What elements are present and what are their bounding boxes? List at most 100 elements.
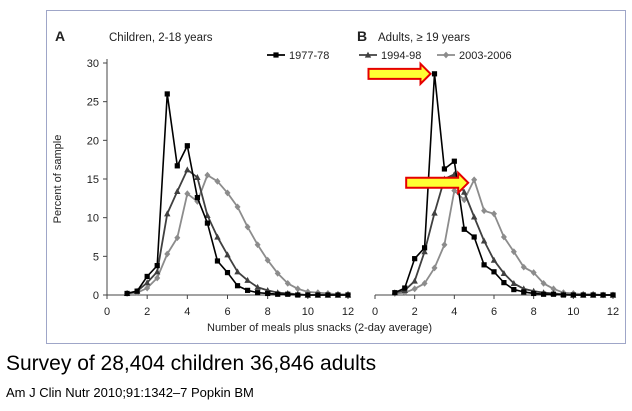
panel-b-series-1977-78-point [580, 292, 586, 298]
legend-2003-2006-label: 2003-2006 [459, 50, 512, 62]
legend-1994-98-marker [364, 51, 372, 58]
panel-a-series-2003-2006-point [184, 190, 191, 198]
panel-a-series-1977-78-point [305, 292, 311, 298]
panel-a-series-2003-2006-point [294, 285, 301, 293]
panel-b-series-1994-98-point [421, 248, 428, 255]
panel-a-series-1994-98-point [154, 268, 161, 275]
panel-a-x-tick-label: 12 [342, 306, 354, 318]
survey-caption: Survey of 28,404 children 36,846 adults [6, 352, 377, 375]
panel-a-series-1977-78-point [244, 287, 251, 293]
panel-b-x-tick-label: 4 [451, 306, 457, 318]
legend-2003-2006-marker [443, 51, 449, 59]
panel-b-series-1994-98-point [510, 280, 518, 286]
x-axis-label: Number of meals plus snacks (2-day avera… [207, 322, 432, 334]
panel-a-series-1994-98-point [224, 251, 231, 258]
panel-b-series-2003-2006-point [451, 187, 458, 194]
panel-a-series-1994-98-point [254, 283, 261, 290]
panel-a-series-1994-98-point [143, 279, 151, 286]
panel-a-series-2003-2006-point [264, 256, 271, 264]
panel-a-series-2003-2006-point [224, 189, 231, 197]
panel-b-series-1977-78-point [491, 269, 497, 275]
legend-1994-98-label: 1994-98 [381, 50, 421, 62]
panel-b-title: Adults, ≥ 19 years [378, 32, 470, 44]
panel-b-series-1977-78-point [451, 158, 457, 164]
panel-a-x-tick-label: 10 [302, 306, 314, 318]
panel-a-x-tick-label: 2 [144, 306, 150, 318]
panel-a-series-1994-98-point [164, 210, 171, 217]
panel-b-series-2003-2006-point [510, 248, 517, 256]
panel-a-series-1977-78-point [214, 258, 221, 264]
panel-b-series-1994-98-point [461, 188, 468, 195]
panel-a-series-1977-78-point [285, 291, 291, 297]
highlight-arrow-1 [367, 61, 432, 87]
panel-b-series-1994-98-point [470, 213, 478, 220]
panel-b-series-1994-98-point [411, 277, 418, 284]
panel-b-letter: B [357, 28, 367, 44]
panel-b-series-2003-2006-point [481, 207, 488, 215]
panel-b-series-1977-78-point [412, 256, 418, 262]
panel-a-series-1994-98-point [194, 174, 201, 181]
panel-a-series-1994-98-point [174, 187, 181, 194]
highlight-arrow-2 [405, 170, 470, 196]
panel-b-series-2003-2006-point [540, 280, 547, 287]
panel-b-series-2003-2006-point [421, 280, 428, 287]
panel-b-series-2003-2006-point [520, 263, 527, 271]
panel-b-series-1977-78-point [392, 290, 398, 296]
panel-a-series-1977-78-point [255, 290, 261, 296]
panel-b-series-1977-78-point [421, 245, 428, 251]
panel-b-series-1977-78-point [600, 292, 606, 298]
panel-b-series-1977-78-point [610, 292, 616, 298]
panel-a-series-1977-78-point [174, 163, 180, 169]
panel-a-series-1994-98-line [126, 168, 348, 296]
panel-b-series-1977-78-point [590, 292, 596, 298]
panel-b-series-1994-98-point [500, 269, 508, 276]
panel-b-series-1977-78-point [441, 166, 448, 172]
panel-a-series-2003-2006-point [174, 234, 181, 242]
panel-a-series-2003-2006-point [144, 284, 151, 292]
panel-b-series-2003-2006-point [471, 176, 478, 184]
panel-a-series-2003-2006-point [154, 274, 161, 282]
panel-b-series-2003-2006-point [500, 233, 507, 241]
panel-a-series-1977-78-point [154, 263, 160, 269]
panel-a-x-tick-label: 0 [104, 306, 110, 318]
panel-b-series-2003-2006-point [441, 241, 448, 249]
legend-1977-78-marker [273, 52, 279, 58]
panel-a-series-1977-78-line [126, 93, 348, 296]
panel-b-series-1977-78-point [550, 291, 557, 297]
panel-b-series-1977-78-point [560, 292, 567, 298]
panel-a-series-1994-98-point [244, 276, 251, 283]
panel-a-series-1994-98-point [214, 233, 221, 240]
panel-b-x-tick-label: 0 [372, 306, 378, 318]
panel-a-series-2003-2006-point [254, 241, 261, 249]
panel-b-series-1977-78-point [511, 286, 517, 293]
panel-b-series-2003-2006-point [461, 196, 468, 204]
panel-a-series-2003-2006-point [274, 269, 281, 277]
panel-b-series-2003-2006-point [530, 269, 537, 276]
panel-a-y-tick-label: 15 [87, 174, 99, 186]
panel-a-title: Children, 2-18 years [109, 32, 213, 44]
panel-b-series-1977-78-point [461, 226, 467, 232]
panel-a-series-1977-78-point [184, 143, 190, 149]
panel-b-series-1977-78-point [471, 234, 477, 240]
panel-b-x-tick-label: 2 [412, 306, 418, 318]
panel-a-series-1994-98-point [184, 166, 191, 173]
panel-a-series-1977-78-point [124, 290, 130, 297]
panel-b-series-1977-78-point [481, 262, 487, 268]
panel-b-series-1977-78-point [431, 71, 438, 77]
panel-b-x-tick-label: 10 [567, 306, 579, 318]
panel-b-series-2003-2006-point [550, 285, 557, 293]
panel-a-series-2003-2006-point [204, 171, 211, 179]
panel-a-series-2003-2006-point [234, 203, 241, 211]
panel-a-series-1977-78-point [134, 288, 140, 294]
panel-b-x-tick-label: 8 [531, 306, 537, 318]
panel-b-series-1994-98-point [431, 209, 438, 216]
panel-a-series-1977-78-point [194, 194, 200, 201]
panel-a-series-1977-78-point [315, 292, 321, 298]
panel-a-series-1977-78-point [164, 91, 170, 97]
panel-a-series-1977-78-point [234, 283, 241, 289]
panel-a-y-tick-label: 20 [87, 135, 99, 147]
legend-1977-78-label: 1977-78 [289, 50, 329, 62]
panel-a-x-tick-label: 4 [184, 306, 190, 318]
panel-b-series-1977-78-point [531, 290, 537, 297]
